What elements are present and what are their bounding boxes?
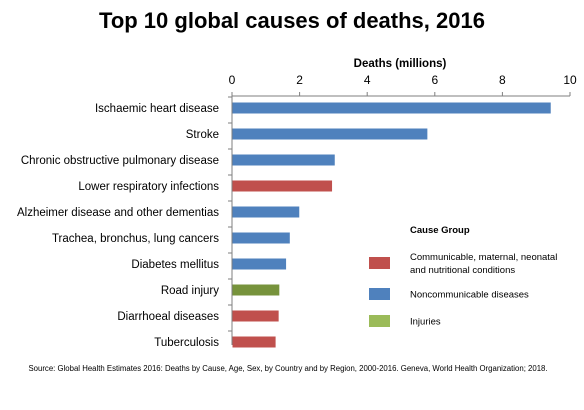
bar [232,258,287,270]
legend-swatch [369,288,390,300]
category-labels: Ischaemic heart disease Stroke Chronic obs… [17,103,219,349]
category-label: Alzheimer disease and other dementias [17,207,219,219]
x-tick-label: 0 [229,73,236,87]
x-tick-label: 2 [296,73,303,87]
source-note: Source: Global Health Estimates 2016: De… [28,364,547,373]
legend-label: Communicable, maternal, neonatal [410,252,557,263]
bar [232,336,276,348]
x-tick-label: 10 [563,73,577,87]
x-axis: 0 2 4 6 8 10 [228,73,577,345]
x-tick-label: 4 [364,73,371,87]
legend-label: Noncommunicable diseases [410,290,529,301]
legend-label: and nutritional conditions [410,265,515,276]
x-tick-label: 6 [431,73,438,87]
bar [232,206,300,218]
legend: Cause Group Communicable, maternal, neon… [369,225,557,328]
bar [232,154,335,166]
chart-title: Top 10 global causes of deaths, 2016 [99,8,485,33]
category-label: Diabetes mellitus [131,259,219,271]
legend-swatch [369,257,390,269]
category-label: Lower respiratory infections [78,181,219,193]
category-label: Tuberculosis [154,337,219,349]
bar [232,284,280,296]
x-tick-label: 8 [499,73,506,87]
legend-swatch [369,315,390,327]
x-axis-title: Deaths (millions) [354,58,447,70]
bar [232,128,428,140]
legend-label: Injuries [410,317,441,328]
bar [232,232,290,244]
bar [232,180,333,192]
bar [232,102,551,114]
category-label: Road injury [161,285,219,297]
category-label: Ischaemic heart disease [95,103,219,115]
bars [232,102,551,348]
category-label: Trachea, bronchus, lung cancers [52,233,219,245]
category-label: Stroke [186,129,219,141]
category-label: Diarrhoeal diseases [117,311,219,323]
legend-title: Cause Group [410,225,470,236]
bar [232,310,279,322]
category-label: Chronic obstructive pulmonary disease [21,155,219,167]
